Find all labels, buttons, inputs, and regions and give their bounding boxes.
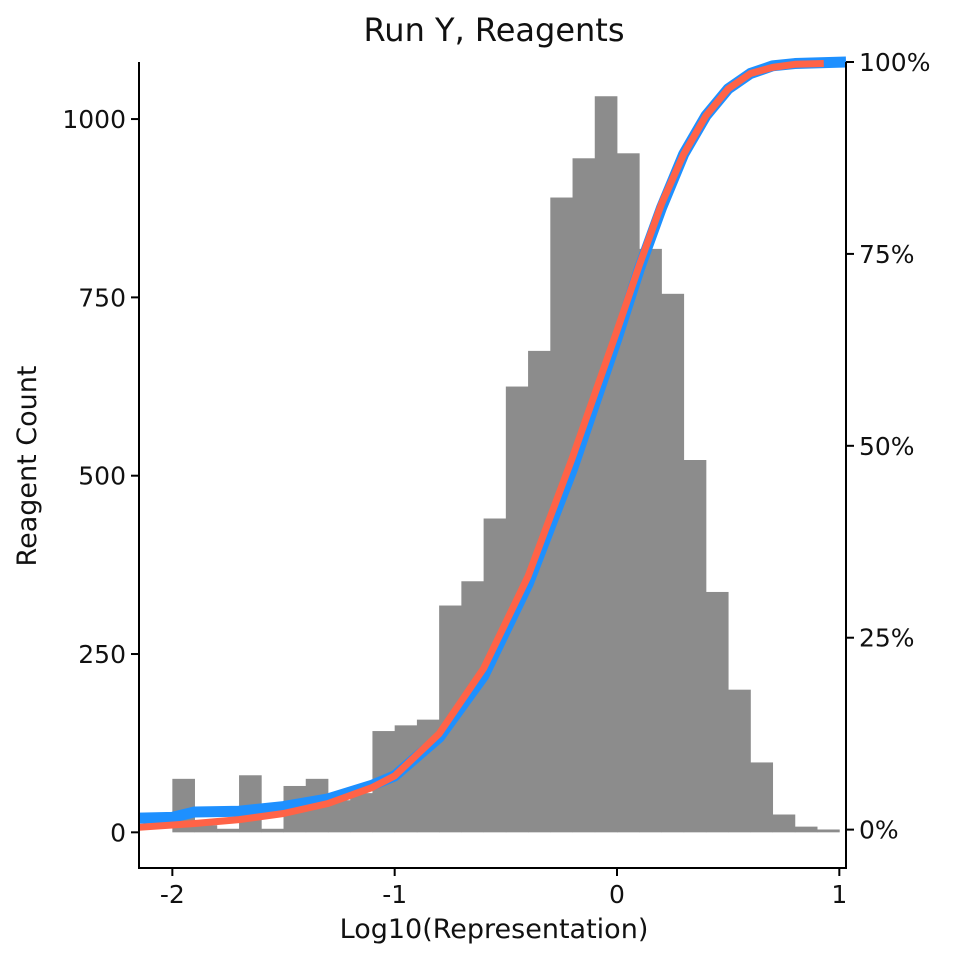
- y-tick-label: 0: [110, 818, 126, 847]
- chart-title: Run Y, Reagents: [363, 11, 624, 49]
- x-axis-title: Log10(Representation): [340, 914, 649, 945]
- y-axis-title: Reagent Count: [12, 366, 43, 567]
- y2-tick-label: 75%: [859, 240, 915, 269]
- histogram-bar: [594, 96, 618, 833]
- y-tick-label: 500: [78, 462, 126, 491]
- y2-tick-label: 50%: [859, 432, 915, 461]
- histogram-bars: [172, 96, 840, 833]
- histogram-bar: [817, 829, 840, 833]
- histogram-bar: [528, 350, 551, 833]
- y-tick-label: 250: [78, 640, 126, 669]
- y2-tick-label: 25%: [859, 624, 915, 653]
- cdf-line-red: [138, 60, 824, 831]
- x-tick-label: -1: [382, 880, 407, 909]
- histogram-bar: [772, 814, 796, 833]
- histogram-bar: [728, 689, 751, 833]
- histogram-bar: [327, 800, 351, 833]
- histogram-bar: [394, 725, 418, 833]
- histogram-bar: [216, 828, 240, 833]
- histogram-bar: [750, 762, 774, 833]
- axes: 0 250 500 750 1000 0% 25% 50% 75% 100% -2 -1 0 1: [62, 48, 930, 909]
- histogram-bar: [683, 460, 707, 833]
- histogram-bar: [550, 197, 573, 833]
- x-tick-label: -2: [160, 880, 185, 909]
- histogram-bar: [661, 293, 685, 833]
- histogram-bar: [617, 153, 640, 833]
- histogram-bar: [261, 828, 284, 833]
- y2-tick-label: 100%: [859, 48, 930, 77]
- y-tick-label: 1000: [62, 105, 126, 134]
- cdf-lines: [138, 56, 847, 831]
- histogram-bar: [350, 793, 373, 833]
- histogram-bar: [639, 248, 662, 833]
- histogram-bar: [794, 826, 818, 833]
- histogram-bar: [194, 825, 218, 833]
- y-tick-label: 750: [78, 283, 126, 312]
- histogram-bar: [705, 591, 729, 833]
- x-tick-label: 1: [831, 880, 847, 909]
- histogram-bar: [461, 581, 484, 833]
- y2-tick-label: 0%: [859, 816, 899, 845]
- histogram-bar: [483, 518, 507, 833]
- histogram-bar: [572, 158, 596, 833]
- x-tick-label: 0: [609, 880, 625, 909]
